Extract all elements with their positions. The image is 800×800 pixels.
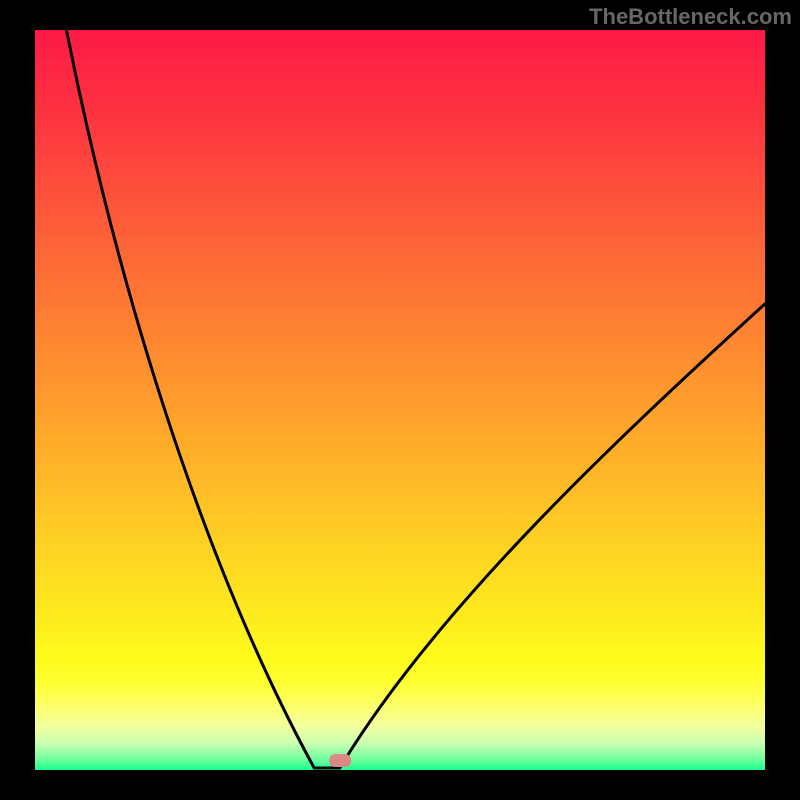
bottleneck-chart-svg: [0, 0, 800, 800]
watermark-text: TheBottleneck.com: [589, 4, 792, 30]
plot-background: [35, 30, 765, 770]
vertex-marker: [329, 754, 351, 767]
chart-canvas: TheBottleneck.com: [0, 0, 800, 800]
